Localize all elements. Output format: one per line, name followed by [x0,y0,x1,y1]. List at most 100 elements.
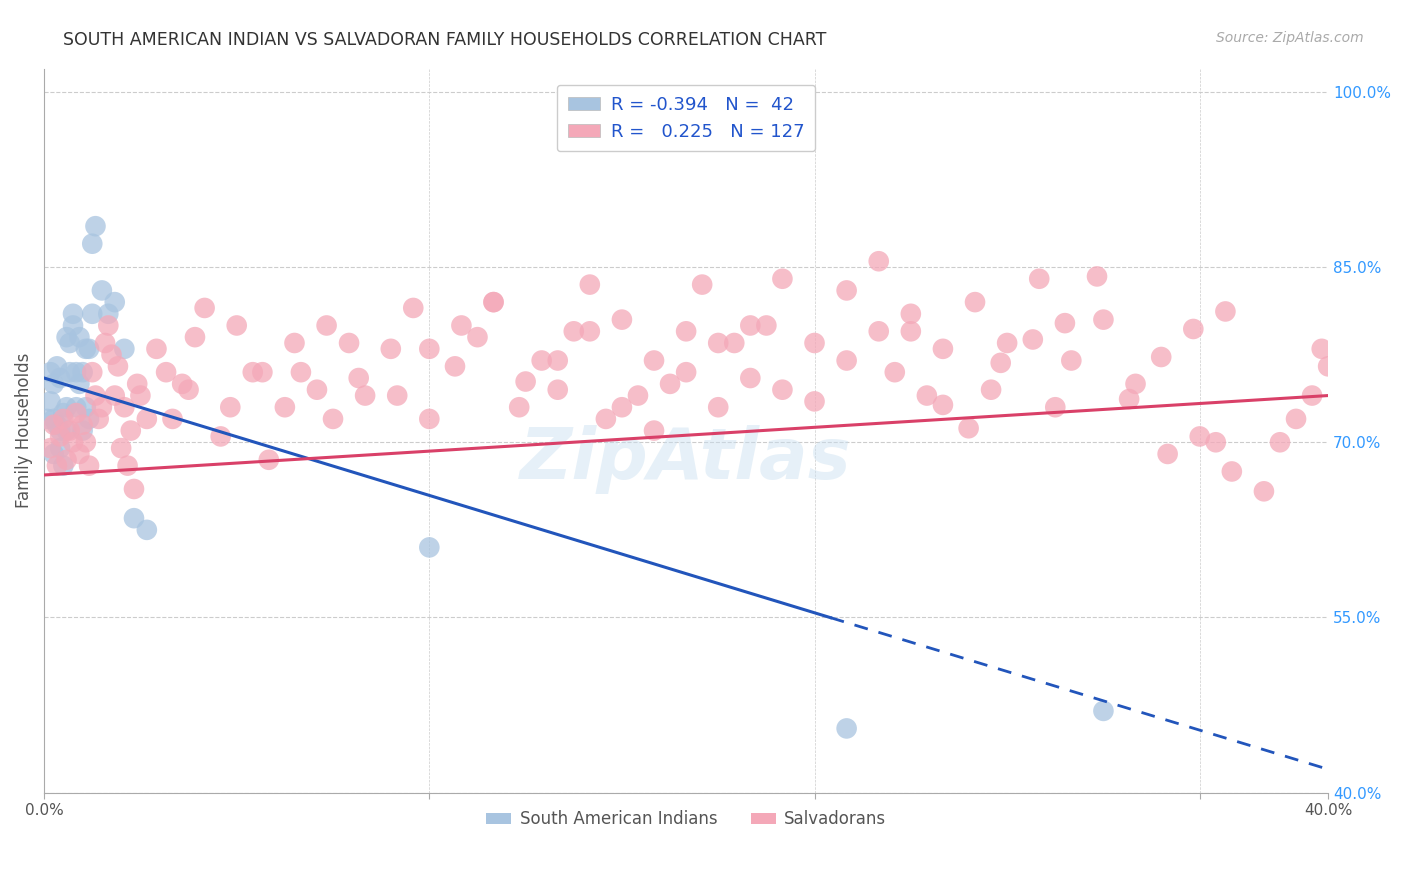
Point [1310,342,1333,356]
Point [675,324,697,338]
Point [610,401,633,415]
Point [77,458,100,473]
Point [75,435,97,450]
Point [868,324,890,338]
Point [610,312,633,326]
Point [547,383,569,397]
Point [450,318,472,333]
Point [209,429,232,443]
Point [835,284,858,298]
Point [82,236,104,251]
Point [1092,704,1115,718]
Point [177,383,200,397]
Point [77,342,100,356]
Point [980,383,1002,397]
Point [740,318,762,333]
Point [1188,429,1211,443]
Point [868,254,890,268]
Point [643,424,665,438]
Point [803,394,825,409]
Point [1205,435,1227,450]
Point [194,301,217,315]
Point [112,401,135,415]
Point [482,295,505,310]
Point [418,412,440,426]
Point [84,219,107,234]
Point [62,435,84,450]
Point [337,336,360,351]
Point [104,295,127,310]
Point [62,318,84,333]
Point [707,401,730,415]
Point [162,412,184,426]
Point [418,342,440,356]
Point [723,336,745,351]
Point [1268,435,1291,450]
Point [135,412,157,426]
Point [59,336,82,351]
Point [530,353,553,368]
Point [515,375,537,389]
Point [418,541,440,555]
Point [347,371,370,385]
Text: Source: ZipAtlas.com: Source: ZipAtlas.com [1216,31,1364,45]
Point [900,324,922,338]
Point [75,401,97,415]
Point [67,330,90,344]
Point [46,359,69,374]
Point [315,318,337,333]
Point [46,458,69,473]
Point [1220,465,1243,479]
Point [1156,447,1178,461]
Point [72,417,94,432]
Point [1317,359,1340,374]
Point [915,388,938,402]
Y-axis label: Family Households: Family Households [15,353,32,508]
Point [562,324,585,338]
Point [1085,269,1108,284]
Point [305,383,328,397]
Point [42,447,65,461]
Point [39,441,62,455]
Point [932,342,955,356]
Point [55,424,77,438]
Point [659,376,682,391]
Point [547,353,569,368]
Point [65,406,87,420]
Point [283,336,305,351]
Point [482,295,505,310]
Point [37,412,59,426]
Point [595,412,617,426]
Point [380,342,402,356]
Point [354,388,377,402]
Point [274,401,297,415]
Point [59,365,82,379]
Point [62,307,84,321]
Point [690,277,713,292]
Point [627,388,650,402]
Point [242,365,264,379]
Point [835,353,858,368]
Point [49,441,72,455]
Point [290,365,312,379]
Point [1053,316,1076,330]
Point [42,417,65,432]
Point [322,412,344,426]
Point [104,388,127,402]
Point [77,412,100,426]
Point [225,318,247,333]
Point [219,401,242,415]
Point [110,441,132,455]
Point [1285,412,1308,426]
Point [932,398,955,412]
Point [1045,401,1067,415]
Point [1125,376,1147,391]
Point [835,722,858,736]
Point [402,301,425,315]
Point [59,424,82,438]
Point [467,330,489,344]
Point [387,388,409,402]
Point [957,421,980,435]
Point [97,318,120,333]
Point [770,272,793,286]
